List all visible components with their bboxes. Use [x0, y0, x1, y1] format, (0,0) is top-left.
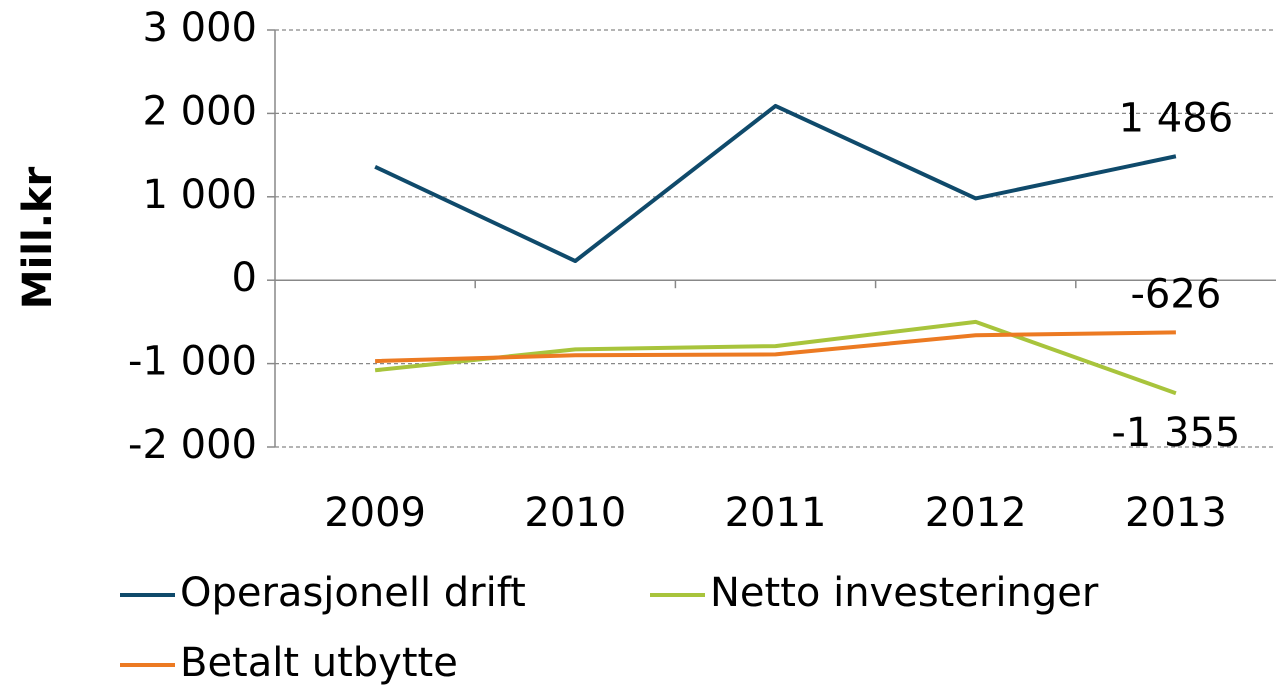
legend-label: Operasjonell drift	[180, 570, 526, 616]
x-tick-label: 2009	[324, 490, 426, 536]
y-tick-label: 3 000	[142, 5, 257, 51]
legend-label: Betalt utbytte	[180, 640, 458, 686]
y-axis-label: Mill.kr	[15, 167, 61, 310]
y-tick-label: 0	[232, 255, 257, 301]
data-label: 1 486	[1119, 95, 1234, 141]
x-tick-label: 2011	[725, 490, 827, 536]
y-tick-label: -1 000	[128, 339, 257, 385]
data-label: -626	[1131, 271, 1222, 317]
y-tick-label: -2 000	[128, 422, 257, 468]
series-line	[375, 330, 1176, 364]
y-tick-label: 2 000	[142, 88, 257, 134]
x-tick-label: 2010	[524, 490, 626, 536]
x-tick-label: 2013	[1125, 490, 1227, 536]
y-tick-label: 1 000	[142, 172, 257, 218]
data-label: -1 355	[1111, 410, 1240, 456]
legend-label: Netto investeringer	[710, 570, 1099, 616]
x-tick-label: 2012	[925, 490, 1027, 536]
series-line	[374, 103, 1177, 264]
